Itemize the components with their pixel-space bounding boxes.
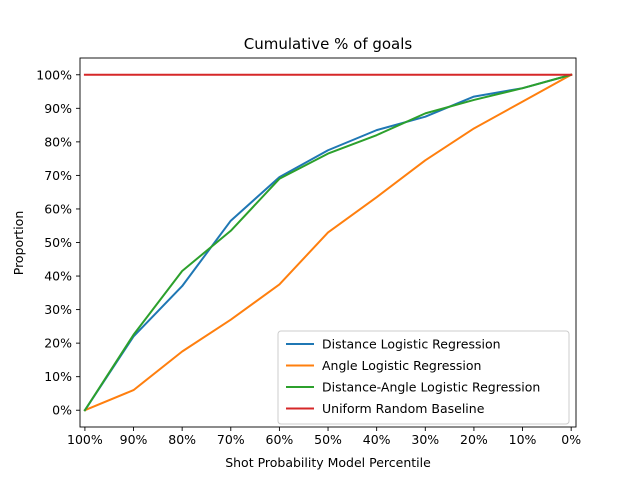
x-tick-label: 100% — [67, 432, 103, 447]
plot-area: 100% 90% 80% 70% 60% 50% 40% 30% 20% 10% 0% 0% 10% 20… — [36, 57, 581, 447]
y-tick-label: 10% — [44, 369, 72, 384]
x-axis-label: Shot Probability Model Percentile — [225, 455, 431, 470]
legend-label: Distance-Angle Logistic Regression — [322, 380, 540, 395]
y-tick-label: 0% — [52, 403, 72, 418]
legend-label: Angle Logistic Regression — [322, 358, 481, 373]
x-tick-label: 30% — [411, 432, 439, 447]
series-line-3 — [83, 73, 573, 412]
legend-label: Distance Logistic Regression — [322, 337, 501, 352]
y-tick-label: 20% — [44, 336, 72, 351]
legend-label: Uniform Random Baseline — [322, 401, 485, 416]
y-axis-label: Proportion — [11, 211, 26, 276]
legend: Distance Logistic Regression Angle Logist… — [277, 330, 570, 425]
series-line-1 — [83, 73, 573, 412]
y-tick-label: 30% — [44, 302, 72, 317]
x-tick-label: 40% — [363, 432, 391, 447]
y-tick-label: 50% — [44, 235, 72, 250]
y-tick-label: 40% — [44, 269, 72, 284]
y-tick-label: 90% — [44, 101, 72, 116]
x-tick-label: 60% — [266, 432, 294, 447]
y-tick-label: 60% — [44, 201, 72, 216]
y-tick-label: 70% — [44, 168, 72, 183]
x-tick-label: 20% — [460, 432, 488, 447]
x-tick-label: 70% — [217, 432, 245, 447]
y-tick-label: 80% — [44, 134, 72, 149]
x-tick-label: 50% — [314, 432, 342, 447]
x-tick-label: 10% — [509, 432, 537, 447]
legend-box — [277, 330, 570, 425]
y-tick-label: 100% — [36, 67, 72, 82]
series-line-2 — [83, 73, 573, 412]
chart-title: Cumulative % of goals — [244, 35, 413, 53]
x-tick-label: 80% — [168, 432, 196, 447]
x-tick-label: 0% — [561, 432, 581, 447]
x-tick-label: 90% — [120, 432, 148, 447]
